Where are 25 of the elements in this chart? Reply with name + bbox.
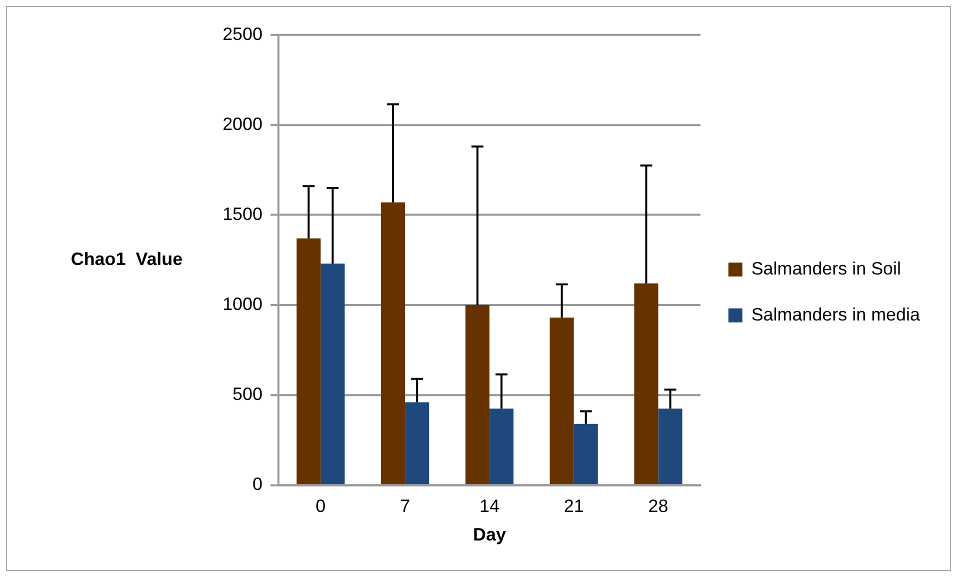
x-axis-title: Day xyxy=(472,524,506,544)
bar xyxy=(550,318,574,484)
bar xyxy=(405,402,430,484)
bar xyxy=(574,424,598,484)
y-axis-title: Chao1 Value xyxy=(70,248,183,269)
legend-label: Salmanders in media xyxy=(751,304,920,324)
bar xyxy=(658,408,682,484)
legend-label: Salmanders in Soil xyxy=(751,258,902,279)
x-tick-label: 7 xyxy=(400,496,410,516)
y-tick-label: 0 xyxy=(252,474,263,494)
x-tick-label: 14 xyxy=(479,496,500,516)
x-tick-label: 0 xyxy=(316,496,326,516)
bar xyxy=(634,283,658,484)
bar xyxy=(296,238,321,484)
bar xyxy=(465,305,490,484)
bar xyxy=(381,202,406,484)
y-tick-label: 2000 xyxy=(222,114,263,134)
y-tick-label: 1500 xyxy=(222,204,263,224)
x-tick-label: 21 xyxy=(564,496,584,516)
y-tick-label: 2500 xyxy=(222,24,263,44)
bar xyxy=(320,264,345,484)
x-tick-label: 28 xyxy=(648,496,668,516)
y-tick-label: 1000 xyxy=(222,294,263,314)
bar xyxy=(489,408,514,484)
y-tick-label: 500 xyxy=(232,384,263,404)
